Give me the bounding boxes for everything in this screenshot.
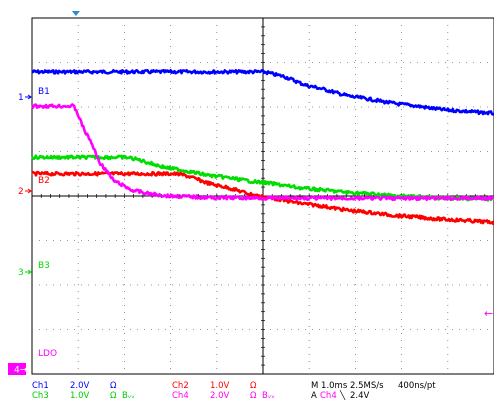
data-point-ldo (151, 193, 153, 195)
data-point-b1 (216, 71, 218, 73)
data-point-b3 (308, 188, 310, 190)
channel-number-label: 1 (18, 93, 24, 103)
data-point-b2 (447, 218, 449, 221)
data-point-b3 (262, 182, 264, 184)
readout-item: 2.0V (70, 381, 90, 391)
trace-labels: B1 1 B2 2 B3 3 LDO 4→ ← (8, 87, 493, 376)
trigger-level-marker: ← (484, 307, 493, 320)
data-point-b3 (77, 156, 79, 158)
data-point-b3 (31, 156, 33, 158)
data-point-b1 (77, 71, 79, 73)
channel-ground-marker-1 (25, 94, 32, 100)
readout-item: A (311, 391, 317, 401)
channel-ground-marker-3 (25, 269, 32, 275)
data-point-ldo (72, 105, 75, 107)
readout-item: Ω (110, 381, 117, 391)
readout-item: 2.4V (350, 391, 370, 401)
data-point-ldo (401, 197, 403, 199)
data-point-b1 (308, 85, 310, 87)
data-point-ldo (86, 134, 89, 137)
data-point-b2 (401, 215, 403, 217)
data-point-b2 (179, 173, 181, 175)
data-point-b3 (123, 156, 125, 158)
readout-item: 2.0V (210, 391, 230, 401)
data-point-b2 (170, 173, 172, 175)
readout-item: ╲ (340, 391, 346, 401)
data-point-b1 (262, 71, 264, 73)
data-point-ldo (216, 197, 218, 199)
data-point-ldo (170, 195, 172, 197)
channel-ground-marker-2 (25, 188, 32, 194)
trace-b1 (31, 68, 494, 116)
data-point-b2 (31, 173, 33, 175)
trace-label-b3: B3 (38, 261, 50, 271)
data-point-b2 (308, 203, 310, 206)
data-point-ldo (31, 105, 33, 107)
readout-item: Ω (110, 391, 117, 401)
data-point-ldo (114, 181, 116, 183)
trace-label-ldo: LDO (38, 349, 57, 359)
data-point-b3 (128, 157, 130, 159)
data-point-b2 (123, 173, 125, 175)
data-point-ldo (308, 197, 310, 199)
trace-ldo (31, 103, 494, 202)
trigger-position-marker (71, 11, 80, 16)
readout-item: Ω (250, 381, 257, 391)
data-point-b1 (31, 71, 33, 73)
data-point-b2 (262, 196, 264, 198)
data-point-b1 (447, 109, 449, 111)
channel-number-label: 2 (18, 187, 24, 197)
data-point-b1 (123, 71, 125, 73)
data-point-ldo (100, 164, 102, 166)
readout-item: Bᵥᵥ (122, 391, 135, 401)
data-point-b3 (354, 192, 356, 194)
readout-item: 1.0V (210, 381, 230, 391)
data-point-b3 (170, 167, 172, 170)
data-point-b2 (354, 210, 356, 212)
channel-number-label: 4→ (14, 366, 28, 376)
readout-item: M 1.0ms 2.5MS/s (311, 381, 384, 391)
data-point-b1 (354, 96, 356, 98)
readout-item: Ch4 (320, 391, 337, 401)
trace-label-b1: B1 (38, 87, 50, 97)
readout-item: Ω (250, 391, 257, 401)
readout-item: Ch1 (32, 381, 49, 391)
data-point-b1 (401, 103, 403, 105)
readout-item: Bᵥᵥ (262, 391, 275, 401)
data-point-b3 (216, 175, 218, 178)
graticule (31, 11, 494, 375)
readout-item: 400ns/pt (398, 381, 436, 391)
readout-item: Ch3 (32, 391, 49, 401)
data-point-b2 (216, 184, 218, 186)
data-point-b1 (280, 75, 283, 77)
channel-ground-marker-4 (8, 363, 26, 375)
trace-label-b2: B2 (38, 176, 50, 186)
channel-number-label: 3 (18, 268, 24, 278)
data-point-b1 (170, 71, 172, 73)
data-point-ldo (133, 190, 135, 192)
readout-item: Ch2 (172, 381, 189, 391)
traces (30, 68, 494, 225)
data-point-b2 (77, 173, 79, 175)
readout-item: 1.0V (70, 391, 90, 401)
readout-item: Ch4 (172, 391, 189, 401)
data-point-ldo (54, 105, 56, 107)
